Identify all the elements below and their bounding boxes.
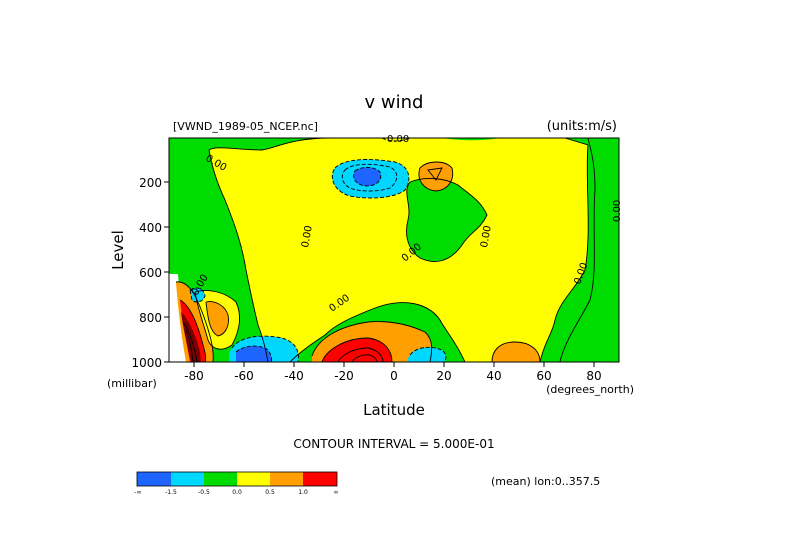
- colorbar-swatch-positive-strong: [303, 472, 337, 486]
- units-label: (units:m/s): [547, 119, 617, 134]
- field-region-negative-strong-surface: [236, 346, 272, 362]
- contour-label: 0.00: [479, 225, 494, 249]
- field-region-positive: [209, 138, 589, 362]
- chart-title: v wind: [365, 92, 424, 113]
- x-unit-label: (degrees_north): [546, 383, 634, 396]
- y-tick-label: 800: [139, 311, 162, 325]
- y-tick-label: 200: [139, 176, 162, 190]
- contour-label: 0.00: [300, 225, 315, 249]
- field-region-negative-strong: [353, 167, 381, 186]
- colorbar-swatch-near-zero-positive: [237, 472, 270, 486]
- colorbar-label: ∞: [334, 489, 339, 496]
- plot-area: 0.00 0.00 0.00 0.00 0.00 0.00 0.00 0.00 …: [168, 134, 623, 363]
- colorbar-swatch-positive: [270, 472, 303, 486]
- y-tick-label: 1000: [131, 356, 162, 370]
- x-tick-label: -60: [234, 369, 254, 383]
- colorbar-label: -1.5: [165, 489, 177, 496]
- x-tick-label: 80: [586, 369, 601, 383]
- y-tick-labels: 200 400 600 800 1000: [131, 176, 162, 370]
- x-axis-label: Latitude: [363, 401, 425, 419]
- colorbar-label: 1.0: [298, 489, 308, 496]
- file-label: [VWND_1989-05_NCEP.nc]: [173, 120, 318, 133]
- field-region-negative-spot: [190, 288, 205, 303]
- contour-lines: [175, 137, 596, 363]
- y-tick-label: 600: [139, 266, 162, 280]
- x-tick-labels: -80 -60 -40 -20 0 20 40 60 80: [184, 369, 601, 383]
- field-region-positive-strong-surface: [322, 338, 392, 362]
- contour-label: 0.00: [387, 134, 409, 145]
- colorbar-swatch-negative-strong: [137, 472, 171, 486]
- x-tick-label: -40: [284, 369, 304, 383]
- colorbar-labels: -∞ -1.5 -0.5 0.0 0.5 1.0 ∞: [134, 489, 338, 496]
- x-tick-label: 60: [536, 369, 551, 383]
- field-region-positive-upper: [418, 162, 453, 191]
- y-axis-label: Level: [109, 230, 127, 270]
- field-region-positive-surface-east: [492, 342, 540, 362]
- contour-interval-label: CONTOUR INTERVAL = 5.000E-01: [293, 437, 494, 451]
- y-tick-label: 400: [139, 221, 162, 235]
- contour-lines-negative: [189, 137, 447, 363]
- y-unit-label: (millibar): [107, 377, 157, 390]
- field-region-positive-mid-south-core: [206, 301, 229, 336]
- x-tick-label: -80: [184, 369, 204, 383]
- x-tick-label: -20: [334, 369, 354, 383]
- colorbar: -∞ -1.5 -0.5 0.0 0.5 1.0 ∞: [134, 471, 339, 496]
- x-tick-label: 40: [486, 369, 501, 383]
- axis-ticks: [164, 181, 595, 367]
- field-region-near-zero-east: [560, 138, 619, 362]
- field-region-negative-surface-east: [407, 347, 446, 362]
- mean-label: (mean) lon:0..357.5: [491, 475, 600, 488]
- x-tick-label: 0: [390, 369, 398, 383]
- colorbar-label: 0.0: [232, 489, 242, 496]
- colorbar-label: -0.5: [198, 489, 210, 496]
- colorbar-label: 0.5: [265, 489, 275, 496]
- colorbar-swatch-negative: [171, 472, 204, 486]
- colorbar-label: -∞: [134, 489, 141, 496]
- field-region-near-zero-island: [406, 178, 487, 262]
- x-tick-label: 20: [436, 369, 451, 383]
- colorbar-swatch-near-zero-negative: [204, 472, 237, 486]
- contour-label: 0.00: [612, 200, 623, 222]
